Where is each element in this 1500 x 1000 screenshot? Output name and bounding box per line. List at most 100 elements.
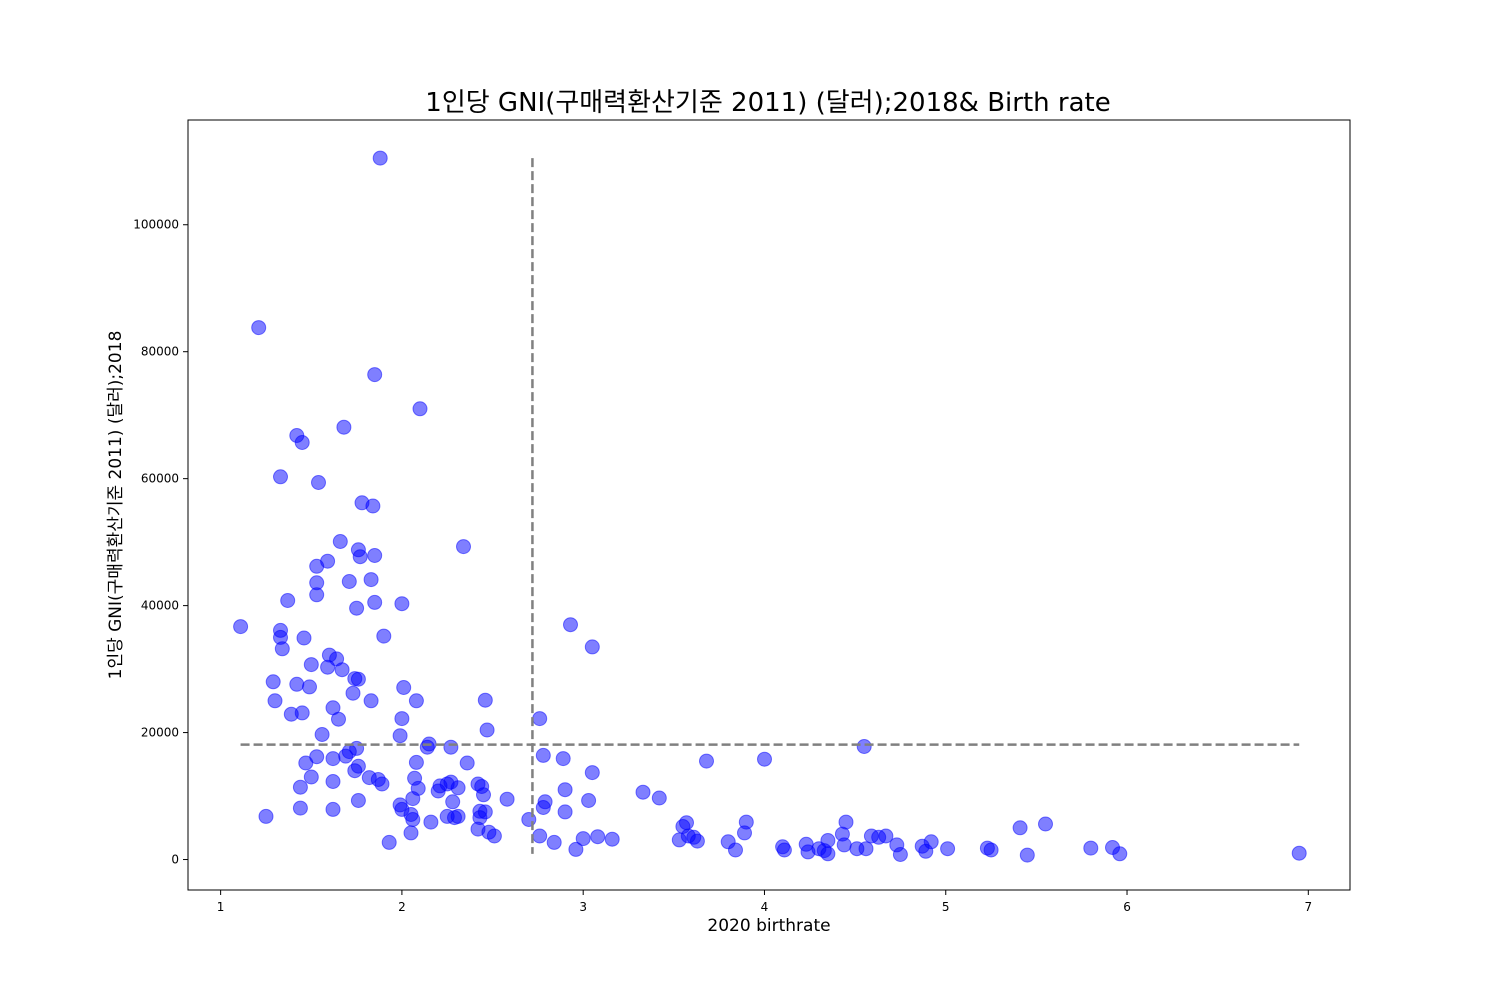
data-point xyxy=(408,754,424,770)
data-point xyxy=(423,814,439,830)
data-point xyxy=(581,793,597,808)
data-point xyxy=(405,812,421,827)
data-point xyxy=(325,774,341,789)
data-point xyxy=(341,574,357,589)
data-point xyxy=(350,793,366,808)
data-point xyxy=(363,693,379,709)
data-point xyxy=(575,831,591,847)
data-point xyxy=(302,679,317,695)
data-point xyxy=(584,765,600,781)
points-layer xyxy=(233,150,1307,863)
data-point xyxy=(349,600,365,616)
data-point xyxy=(568,841,584,857)
data-point xyxy=(267,693,283,709)
data-point xyxy=(309,587,325,603)
y-tick-label: 0 xyxy=(171,853,179,867)
data-point xyxy=(320,659,336,675)
data-point xyxy=(251,320,267,336)
x-tick-label: 2 xyxy=(398,900,406,914)
data-point xyxy=(535,747,551,763)
x-axis-ticks: 1 2 3 4 5 6 7 xyxy=(217,890,1312,914)
data-point xyxy=(486,828,502,844)
data-point xyxy=(314,727,330,742)
data-point xyxy=(532,828,548,844)
data-point xyxy=(604,831,620,847)
data-point xyxy=(273,469,288,485)
data-point xyxy=(940,841,956,857)
y-axis-ticks: 0 20000 40000 60000 80000 100000 xyxy=(133,218,188,867)
y-tick-label: 40000 xyxy=(141,599,179,613)
x-tick-label: 4 xyxy=(761,900,769,914)
data-point xyxy=(350,671,366,687)
x-axis-label: 2020 birthrate xyxy=(707,916,830,936)
data-point xyxy=(363,572,379,588)
data-point xyxy=(563,617,578,633)
data-point xyxy=(699,753,714,769)
data-point xyxy=(590,829,606,845)
data-point xyxy=(265,674,281,690)
data-point xyxy=(557,782,573,798)
data-point xyxy=(584,639,600,655)
data-point xyxy=(233,619,249,635)
data-point xyxy=(892,847,908,862)
data-point xyxy=(392,728,408,744)
data-point xyxy=(274,641,290,657)
data-point xyxy=(555,751,571,767)
data-point xyxy=(477,692,493,708)
data-point xyxy=(557,804,573,820)
x-tick-label: 1 xyxy=(217,900,225,914)
data-point xyxy=(365,498,381,514)
data-point xyxy=(820,846,836,862)
plot-frame xyxy=(187,119,1351,891)
data-point xyxy=(331,711,346,727)
data-point xyxy=(983,842,999,858)
data-point xyxy=(1083,840,1099,856)
data-point xyxy=(289,676,305,692)
data-point xyxy=(535,800,551,815)
data-point xyxy=(320,553,336,569)
data-point xyxy=(445,794,461,810)
x-tick-label: 6 xyxy=(1123,900,1131,914)
data-point xyxy=(374,776,390,792)
x-tick-label: 7 xyxy=(1304,900,1312,914)
data-point xyxy=(394,711,410,727)
data-point xyxy=(918,843,934,859)
data-point xyxy=(298,755,314,771)
data-point xyxy=(1038,816,1053,832)
data-point xyxy=(294,435,310,450)
y-tick-label: 100000 xyxy=(133,218,179,232)
y-axis-label: 1인당 GNI(구매력환산기준 2011) (달러);2018 xyxy=(106,331,126,680)
data-point xyxy=(405,791,421,807)
data-point xyxy=(325,751,341,767)
data-point xyxy=(352,549,368,565)
data-point xyxy=(1291,845,1307,861)
data-point xyxy=(303,657,319,673)
data-point xyxy=(776,842,792,858)
chart-title: 1인당 GNI(구매력환산기준 2011) (달러);2018& Birth r… xyxy=(425,88,1110,118)
data-point xyxy=(1012,820,1028,836)
data-point xyxy=(546,834,562,850)
data-point xyxy=(1019,847,1035,863)
data-point xyxy=(858,841,874,857)
data-point xyxy=(728,842,743,858)
data-point xyxy=(292,779,308,795)
data-point xyxy=(476,787,491,803)
data-point xyxy=(372,150,388,166)
data-point xyxy=(635,784,651,800)
y-tick-label: 80000 xyxy=(141,345,179,359)
data-point xyxy=(757,751,772,767)
data-point xyxy=(499,791,515,807)
data-point xyxy=(336,419,352,435)
data-point xyxy=(258,808,274,824)
data-point xyxy=(456,539,471,555)
data-point xyxy=(394,596,410,612)
data-point xyxy=(283,706,299,722)
data-point xyxy=(381,834,397,850)
data-point xyxy=(651,790,667,806)
reference-lines xyxy=(240,158,1300,854)
data-point xyxy=(325,801,341,817)
data-point xyxy=(878,828,894,844)
data-point xyxy=(311,475,326,490)
data-point xyxy=(1112,846,1128,862)
data-point xyxy=(412,401,428,417)
